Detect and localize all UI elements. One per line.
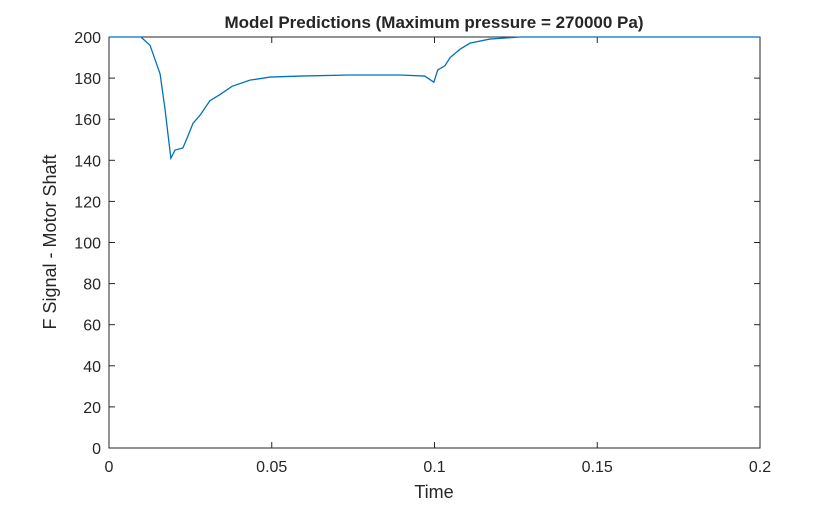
y-tick-label: 80 (83, 277, 101, 294)
y-tick-label: 180 (74, 71, 101, 88)
y-tick-label: 200 (74, 30, 101, 47)
y-tick-label: 40 (83, 359, 101, 376)
x-tick-label: 0.2 (749, 459, 771, 476)
y-tick-label: 100 (74, 236, 101, 253)
y-tick-label: 120 (74, 194, 101, 211)
data-line (109, 36, 760, 161)
x-tick-label: 0.15 (582, 459, 613, 476)
x-tick-label: 0.1 (423, 459, 445, 476)
y-tick-label: 160 (74, 112, 101, 129)
y-axis-label: F Signal - Motor Shaft (40, 154, 60, 329)
y-tick-label: 20 (83, 400, 101, 417)
plot-box (108, 36, 761, 449)
y-tick-label: 0 (92, 441, 101, 458)
y-tick-label: 140 (74, 153, 101, 170)
chart-title: Model Predictions (Maximum pressure = 27… (224, 13, 643, 32)
x-axis-label: Time (414, 482, 453, 502)
x-tick-label: 0 (105, 459, 114, 476)
x-tick-label: 0.05 (256, 459, 287, 476)
y-tick-label: 60 (83, 318, 101, 335)
